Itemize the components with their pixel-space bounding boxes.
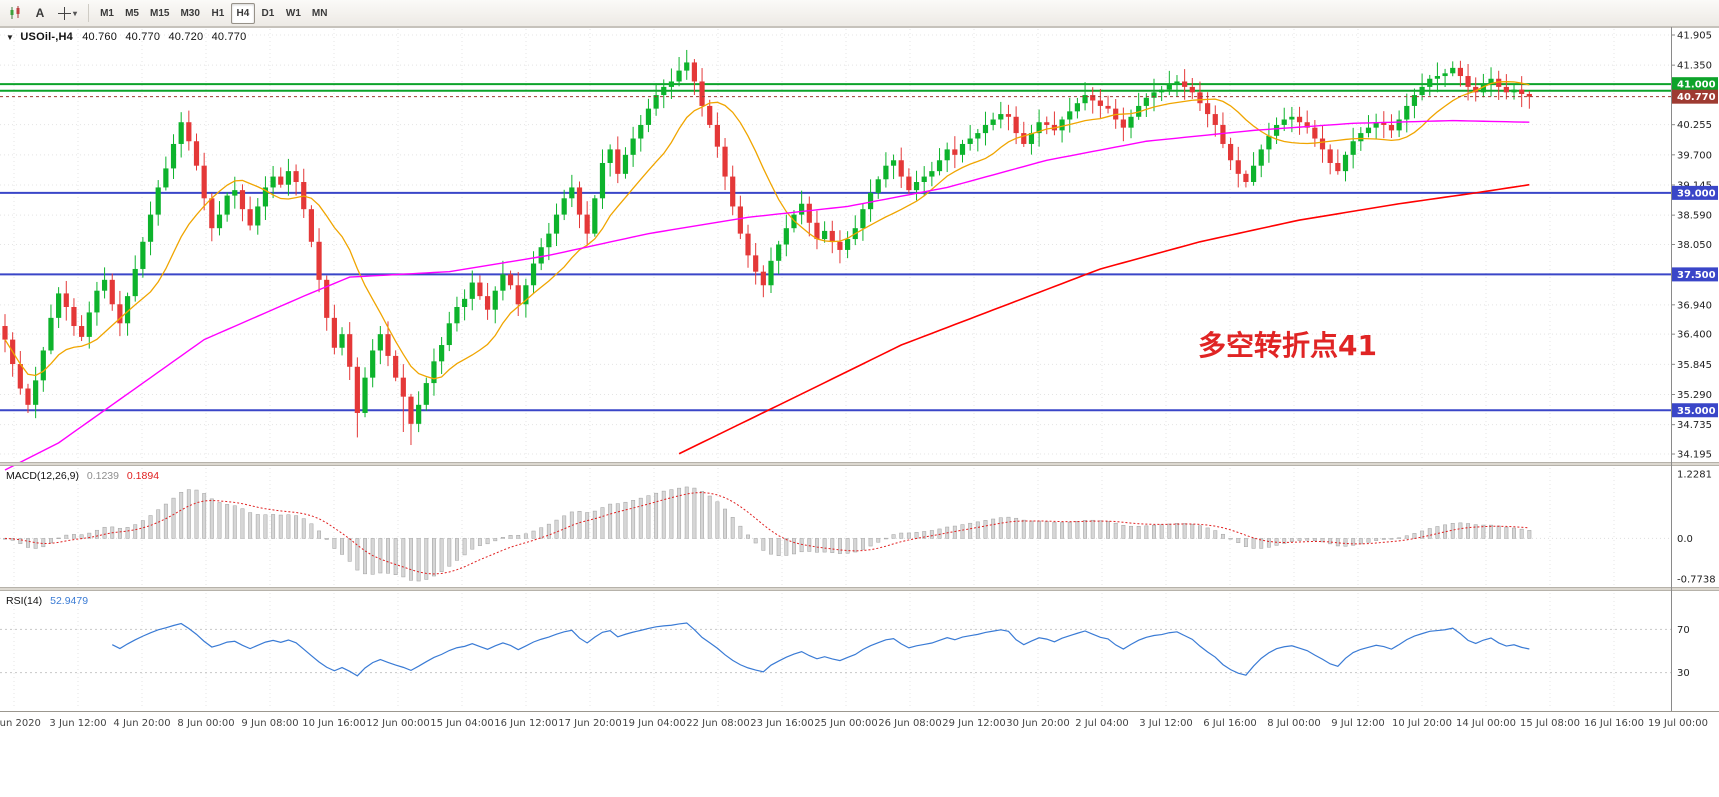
text-annotation-button[interactable]: A (28, 3, 52, 24)
svg-text:8 Jul 00:00: 8 Jul 00:00 (1267, 718, 1321, 729)
svg-text:15 Jun 04:00: 15 Jun 04:00 (430, 718, 494, 729)
symbol-ohlc-label: ▼ USOil-,H4 40.760 40.770 40.720 40.770 (6, 31, 251, 43)
time-axis: 2 Jun 2020 3 Jun 12:00 4 Jun 20:00 8 Jun 00… (0, 718, 1708, 729)
timeframe-d1[interactable]: D1 (256, 3, 280, 24)
rsi-indicator-label: RSI(14) 52.9479 (6, 595, 88, 607)
rsi-value: 52.9479 (50, 595, 89, 607)
svg-text:16 Jul 16:00: 16 Jul 16:00 (1584, 718, 1644, 729)
svg-text:36.400: 36.400 (1677, 330, 1712, 341)
svg-text:36.940: 36.940 (1677, 300, 1712, 311)
timeframe-mn[interactable]: MN (307, 3, 333, 24)
collapse-triangle-icon[interactable]: ▼ (6, 33, 15, 42)
chart-type-button[interactable] (3, 3, 27, 24)
quote-low: 40.720 (168, 31, 204, 43)
crosshair-icon (58, 6, 71, 20)
svg-text:37.500: 37.500 (1677, 270, 1716, 281)
svg-text:15 Jul 08:00: 15 Jul 08:00 (1520, 718, 1580, 729)
toolbar-separator (88, 4, 90, 22)
svg-text:23 Jun 16:00: 23 Jun 16:00 (750, 718, 814, 729)
svg-text:6 Jul 16:00: 6 Jul 16:00 (1203, 718, 1257, 729)
mid-ma-line (4, 119, 1530, 471)
svg-text:2 Jun 2020: 2 Jun 2020 (0, 718, 41, 729)
horizontal-lines-layer[interactable] (0, 83, 1671, 412)
svg-text:35.290: 35.290 (1677, 390, 1712, 401)
svg-text:9 Jul 12:00: 9 Jul 12:00 (1331, 718, 1385, 729)
svg-text:14 Jul 00:00: 14 Jul 00:00 (1456, 718, 1516, 729)
svg-text:8 Jun 00:00: 8 Jun 00:00 (177, 718, 234, 729)
quote-high: 40.770 (125, 31, 161, 43)
svg-text:22 Jun 08:00: 22 Jun 08:00 (686, 718, 750, 729)
candles-layer (2, 49, 1532, 446)
svg-text:38.050: 38.050 (1677, 240, 1712, 251)
svg-text:41.350: 41.350 (1677, 61, 1712, 72)
fast-ma-line (4, 81, 1530, 380)
svg-text:40.770: 40.770 (1677, 92, 1716, 103)
rsi-line (111, 622, 1530, 677)
macd-signal-value: 0.1894 (126, 470, 160, 482)
macd-name: MACD(12,26,9) (6, 470, 79, 482)
svg-text:16 Jun 12:00: 16 Jun 12:00 (494, 718, 558, 729)
svg-text:30: 30 (1677, 668, 1690, 679)
timeframe-h1[interactable]: H1 (206, 3, 230, 24)
svg-text:2 Jul 04:00: 2 Jul 04:00 (1075, 718, 1129, 729)
svg-text:-0.7738: -0.7738 (1677, 575, 1716, 586)
svg-text:34.195: 34.195 (1677, 450, 1712, 461)
pane-separators[interactable] (0, 27, 1719, 712)
svg-text:0.0: 0.0 (1677, 534, 1693, 545)
rsi-pane (0, 622, 1671, 677)
svg-text:19 Jul 00:00: 19 Jul 00:00 (1648, 718, 1708, 729)
svg-text:29 Jun 12:00: 29 Jun 12:00 (942, 718, 1006, 729)
svg-text:3 Jul 12:00: 3 Jul 12:00 (1139, 718, 1193, 729)
toolbar: A ▾ M1 M5 M15 M30 H1 H4 D1 W1 MN (0, 0, 1719, 27)
grid-layer (0, 29, 1671, 709)
letter-a-icon: A (35, 6, 45, 20)
svg-text:30 Jun 20:00: 30 Jun 20:00 (1006, 718, 1070, 729)
svg-text:25 Jun 00:00: 25 Jun 00:00 (814, 718, 878, 729)
svg-text:3 Jun 12:00: 3 Jun 12:00 (49, 718, 106, 729)
svg-text:4 Jun 20:00: 4 Jun 20:00 (113, 718, 170, 729)
svg-text:1.2281: 1.2281 (1677, 470, 1712, 481)
svg-text:12 Jun 00:00: 12 Jun 00:00 (366, 718, 430, 729)
svg-text:17 Jun 20:00: 17 Jun 20:00 (558, 718, 622, 729)
quote-close: 40.770 (211, 31, 247, 43)
macd-main-value: 0.1239 (86, 470, 119, 482)
macd-signal-line (4, 492, 1530, 575)
svg-text:70: 70 (1677, 625, 1690, 636)
svg-text:26 Jun 08:00: 26 Jun 08:00 (878, 718, 942, 729)
svg-text:10 Jul 20:00: 10 Jul 20:00 (1392, 718, 1452, 729)
chart-canvas[interactable]: 41.90541.35041.00040.77040.25539.70039.1… (0, 27, 1719, 797)
price-axis: 41.90541.35041.00040.77040.25539.70039.1… (1671, 27, 1718, 711)
svg-text:9 Jun 08:00: 9 Jun 08:00 (241, 718, 298, 729)
timeframe-w1[interactable]: W1 (281, 3, 306, 24)
timeframe-m15[interactable]: M15 (145, 3, 174, 24)
svg-text:39.700: 39.700 (1677, 150, 1712, 161)
svg-text:35.845: 35.845 (1677, 360, 1712, 371)
candlestick-chart-icon (10, 6, 20, 19)
crosshair-button[interactable]: ▾ (53, 3, 82, 24)
svg-text:38.590: 38.590 (1677, 211, 1712, 222)
svg-text:19 Jun 04:00: 19 Jun 04:00 (622, 718, 686, 729)
timeframe-h4[interactable]: H4 (230, 2, 255, 24)
svg-text:35.000: 35.000 (1677, 406, 1716, 417)
svg-text:41.000: 41.000 (1677, 80, 1716, 91)
slow-ma-line (678, 183, 1530, 455)
symbol-name: USOil-,H4 (20, 31, 73, 43)
chevron-down-icon: ▾ (73, 8, 78, 18)
macd-indicator-label: MACD(12,26,9) 0.1239 0.1894 (6, 470, 159, 482)
timeframe-m1[interactable]: M1 (95, 3, 119, 24)
moving-averages-layer (4, 81, 1530, 471)
macd-pane (0, 486, 1671, 582)
svg-text:40.255: 40.255 (1677, 120, 1712, 131)
timeframe-m5[interactable]: M5 (120, 3, 144, 24)
chart-annotation: 多空转折点41 (1198, 329, 1377, 362)
quote-open: 40.760 (82, 31, 118, 43)
svg-text:41.905: 41.905 (1677, 31, 1712, 42)
svg-text:10 Jun 16:00: 10 Jun 16:00 (302, 718, 366, 729)
timeframe-m30[interactable]: M30 (175, 3, 204, 24)
svg-text:34.735: 34.735 (1677, 420, 1712, 431)
rsi-name: RSI(14) (6, 595, 43, 607)
svg-text:39.000: 39.000 (1677, 188, 1716, 199)
